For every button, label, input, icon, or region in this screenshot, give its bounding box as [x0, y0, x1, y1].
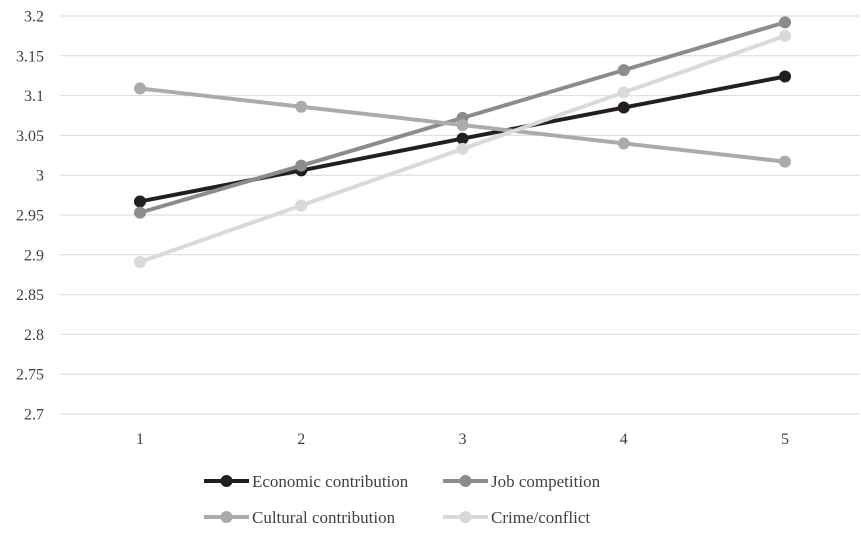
data-point: [134, 206, 146, 219]
y-tick-label: 3.2: [24, 9, 44, 26]
series-lines: [134, 16, 791, 268]
legend-item: Job competition: [443, 472, 601, 491]
legend-swatch-marker: [220, 475, 233, 487]
data-point: [456, 132, 469, 145]
data-point: [617, 86, 630, 99]
y-tick-label: 2.95: [16, 208, 44, 225]
y-tick-label: 2.9: [24, 247, 44, 264]
y-tick-label: 3.1: [24, 88, 44, 105]
legend-swatch-marker: [220, 511, 233, 523]
legend-swatch-marker: [459, 511, 472, 523]
data-point: [295, 159, 308, 172]
legend-swatch-marker: [459, 475, 472, 487]
y-tick-label: 3.05: [16, 128, 44, 145]
data-point: [779, 29, 791, 42]
data-point: [617, 101, 630, 114]
legend-item: Crime/conflict: [443, 508, 590, 527]
legend-label: Crime/conflict: [491, 508, 590, 527]
x-tick-label: 3: [459, 431, 467, 448]
y-tick-label: 2.85: [16, 287, 44, 304]
legend-item: Economic contribution: [204, 472, 409, 491]
x-tick-label: 2: [297, 431, 305, 448]
gridlines: [60, 15, 860, 415]
x-axis-ticks: 1 2 3 4 5: [136, 431, 789, 448]
data-point: [295, 100, 308, 113]
legend-item: Cultural contribution: [204, 508, 396, 527]
data-point: [456, 142, 469, 155]
legend-label: Job competition: [491, 472, 601, 491]
y-tick-label: 2.8: [24, 327, 44, 344]
y-tick-label: 3: [36, 168, 44, 185]
x-tick-label: 1: [136, 431, 144, 448]
y-tick-label: 2.7: [24, 407, 44, 424]
data-point: [779, 16, 791, 29]
x-tick-label: 5: [781, 431, 789, 448]
legend: Economic contribution Job competition Cult…: [204, 472, 601, 527]
y-axis-ticks: 2.7 2.75 2.8 2.85 2.9 2.95 3 3.05 3.1 3.15 3.2: [16, 9, 44, 424]
y-tick-label: 3.15: [16, 48, 44, 65]
data-point: [779, 70, 791, 83]
data-point: [779, 155, 791, 168]
legend-label: Cultural contribution: [252, 508, 396, 527]
y-tick-label: 2.75: [16, 367, 44, 384]
data-point: [456, 119, 469, 132]
data-point: [295, 199, 308, 212]
x-tick-label: 4: [620, 431, 628, 448]
legend-label: Economic contribution: [252, 472, 409, 491]
data-point: [617, 64, 630, 77]
data-point: [617, 137, 630, 150]
data-point: [134, 255, 146, 268]
data-point: [134, 82, 146, 95]
data-point: [134, 195, 146, 208]
